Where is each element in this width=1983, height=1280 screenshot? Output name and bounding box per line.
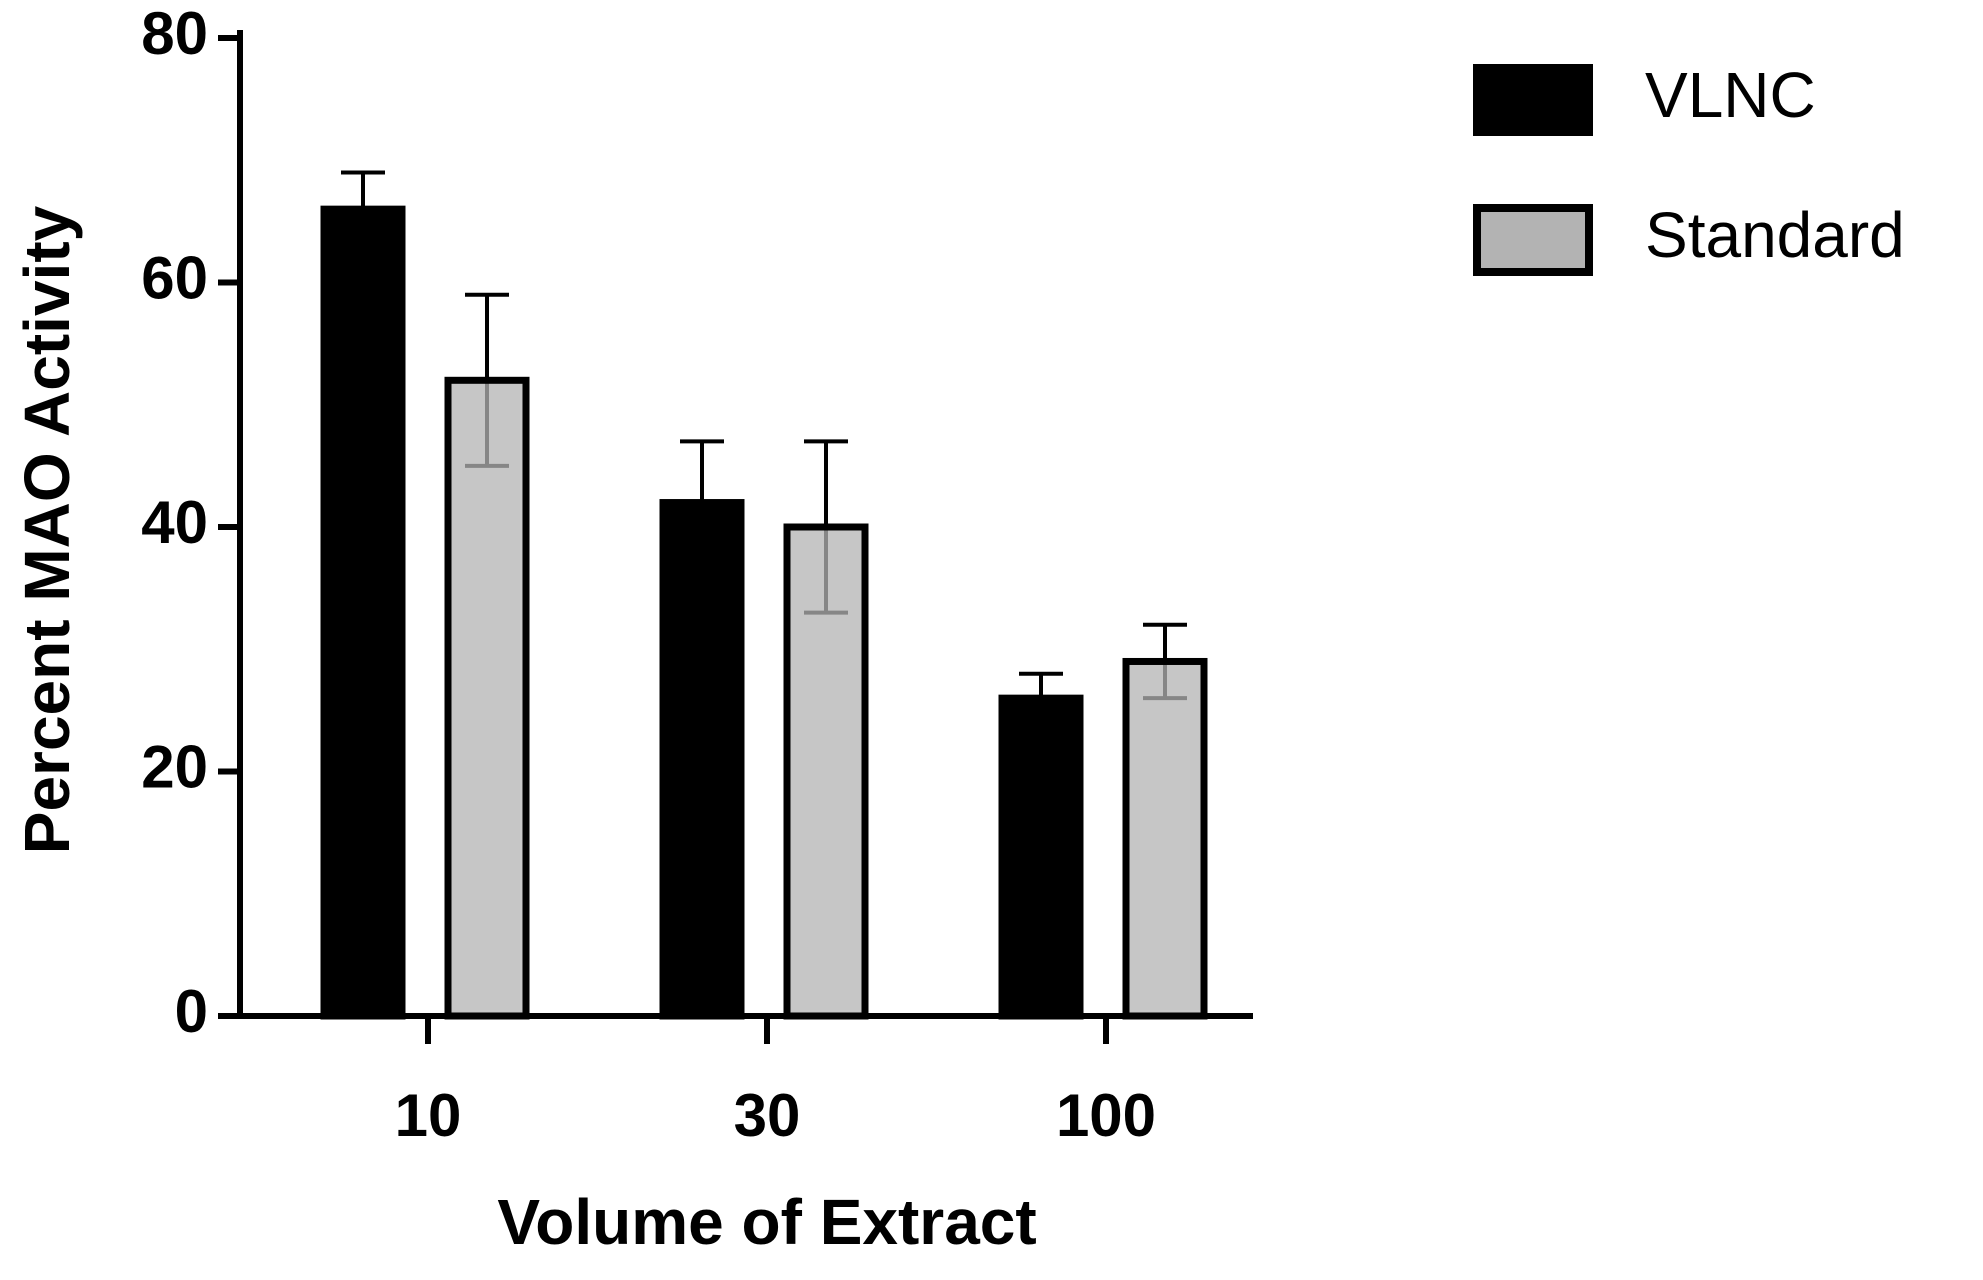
legend-swatch [1473,64,1593,136]
bar [998,694,1084,1020]
bar [659,499,745,1020]
y-tick-label: 20 [141,733,208,800]
legend-label: Standard [1645,199,1905,271]
bar [320,205,406,1020]
x-tick-label: 30 [734,1082,801,1149]
y-tick-label: 80 [141,0,208,67]
bar [444,376,530,1020]
legend-label: VLNC [1645,59,1816,131]
bar [1122,657,1208,1020]
y-tick-label: 40 [141,489,208,556]
y-tick-label: 0 [175,978,208,1045]
x-axis-title: Volume of Extract [497,1186,1036,1258]
bar [783,523,869,1020]
x-tick-label: 100 [1056,1082,1156,1149]
legend-swatch [1473,204,1593,276]
x-tick-label: 10 [395,1082,462,1149]
y-tick-label: 60 [141,244,208,311]
y-axis-title: Percent MAO Activity [11,205,83,854]
